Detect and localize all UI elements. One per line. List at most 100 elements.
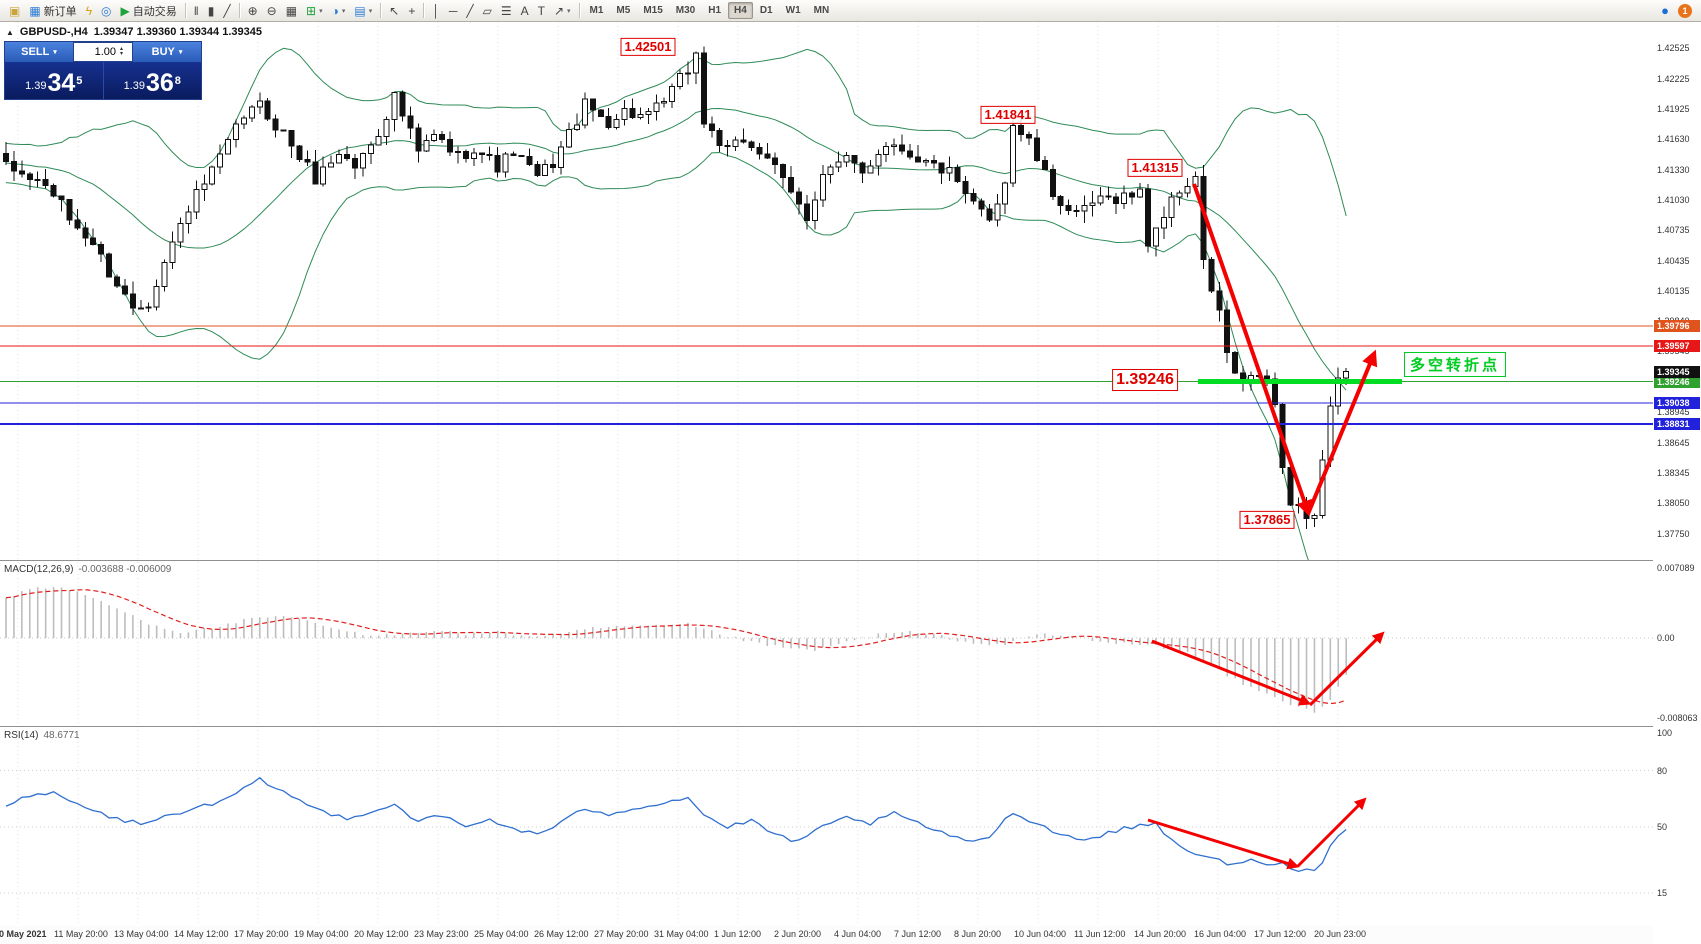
trend-arrows [1147, 183, 1385, 870]
metaeditor-icon[interactable]: ϟ [82, 2, 96, 20]
community-status-icon[interactable]: ● [1657, 2, 1673, 20]
periods-icon[interactable]: ◑ ▾ [328, 2, 350, 20]
time-axis-label: 10 Jun 04:00 [1014, 929, 1067, 939]
notification-badge[interactable]: 1 [1678, 3, 1692, 18]
timeframe-h4[interactable]: H4 [728, 2, 753, 19]
new-order-button: ▦ [29, 3, 41, 18]
templates-icon[interactable]: ▤ ▾ [350, 2, 376, 20]
volume-input[interactable] [74, 46, 118, 58]
chevron-down-icon: ▾ [178, 49, 183, 56]
tile-windows-icon: ▦ [285, 3, 298, 18]
ohlc-bars-icon[interactable]: ‖ [190, 2, 203, 20]
zoom-in-icon: ⊕ [247, 3, 258, 18]
rsi-axis-label: 15 [1657, 887, 1668, 898]
equidistant-channel-icon[interactable]: ▱ [479, 2, 496, 20]
sell-price[interactable]: 1.39 34 5 [5, 62, 103, 99]
timeframe-d1[interactable]: D1 [759, 5, 773, 16]
buy-button[interactable]: BUY ▾ [133, 42, 201, 62]
horizontal-line-icon[interactable]: ─ [445, 2, 462, 20]
volume-stepper[interactable]: ▴ ▾ [120, 46, 124, 57]
toolbar: ▣ ▦ 新订单 ϟ ◎ ▶ 自动交易 ‖ ▮ ╱ ⊕ ⊖ ▦ ⊞ ▾ ◑ ▾ ▤ ▾ ↖ + │ ─ ╱ ▱ ☰ A T ↗ ▾ M1 M5 M… [0, 0, 1701, 22]
timeframe-mn[interactable]: MN [813, 5, 830, 16]
timeframe-m30[interactable]: M30 [675, 5, 696, 16]
text-icon: A [520, 3, 529, 18]
macd-indicator-label: MACD(12,26,9) -0.003688 -0.006009 [4, 564, 171, 575]
chevron-down-icon: ▾ [341, 7, 346, 15]
zoom-in-icon[interactable]: ⊕ [244, 2, 262, 20]
zoom-out-icon[interactable]: ⊖ [263, 2, 281, 20]
price-panel [3, 46, 1350, 560]
price-line-axis-badge: 1.39796 [1654, 319, 1700, 332]
trendline-icon[interactable]: ╱ [462, 2, 477, 20]
price-label-annotation[interactable]: 1.37865 [1239, 510, 1295, 530]
pivot-point-note[interactable]: 多空转折点 [1404, 352, 1507, 377]
price-tick-label: 1.42525 [1657, 43, 1690, 53]
market-watch-icon[interactable]: ◎ [97, 2, 115, 20]
fibonacci-icon[interactable]: ☰ [497, 2, 516, 20]
price-label-annotation[interactable]: 1.41841 [980, 105, 1036, 125]
terminal-icon[interactable]: ▣ [5, 2, 24, 20]
new-order-button-label: 新订单 [43, 5, 77, 18]
timeframe-m1[interactable]: M1 [589, 5, 604, 16]
time-axis-label: 1 Jun 12:00 [714, 929, 762, 939]
toolbar-separator [238, 3, 240, 18]
chart-title: ▲ GBPUSD-,H4 1.39347 1.39360 1.39344 1.3… [6, 26, 262, 38]
time-axis-label: 20 Jun 23:00 [1314, 929, 1367, 939]
candlestick-chart-icon: ▮ [207, 3, 215, 18]
time-axis-label: 8 Jun 20:00 [954, 929, 1002, 939]
rsi-axis-label: 50 [1657, 822, 1668, 832]
price-label-annotation[interactable]: 1.39246 [1112, 369, 1178, 391]
time-axis-label: 2 Jun 20:00 [774, 929, 822, 939]
cursor-icon[interactable]: ↖ [385, 2, 403, 20]
trendline-icon: ╱ [466, 3, 474, 18]
terminal-icon: ▣ [9, 3, 21, 18]
timeframe-w1[interactable]: W1 [785, 5, 801, 16]
time-axis-label: 4 Jun 04:00 [834, 929, 882, 939]
timeframe-m5[interactable]: M5 [616, 5, 631, 16]
price-label-annotation[interactable]: 1.42501 [620, 37, 676, 57]
price-tick-label: 1.41630 [1657, 134, 1690, 145]
line-chart-icon[interactable]: ╱ [219, 2, 234, 20]
arrows-tool-icon[interactable]: ↗ ▾ [550, 2, 575, 20]
status-dot-icon: ● [1661, 3, 1669, 18]
timeframe-m15[interactable]: M15 [643, 5, 663, 16]
candles-layer [3, 46, 1350, 529]
indicators-add-icon[interactable]: ⊞ ▾ [302, 2, 327, 20]
symbol-label: GBPUSD-,H4 [19, 26, 88, 38]
buy-price[interactable]: 1.39 36 8 [102, 62, 201, 99]
ohlc-bars-icon: ‖ [193, 3, 199, 18]
rsi-indicator-label: RSI(14) 48.6771 [4, 730, 80, 741]
auto-trading-button[interactable]: ▶ 自动交易 [117, 2, 181, 20]
templates-icon: ▤ [354, 3, 366, 18]
crosshair-icon[interactable]: + [404, 2, 419, 20]
time-axis-label: 20 May 12:00 [354, 929, 409, 939]
text-icon[interactable]: A [517, 2, 533, 20]
tile-windows-icon[interactable]: ▦ [282, 2, 301, 20]
price-tick-label: 1.40435 [1657, 255, 1690, 266]
candlestick-chart-icon[interactable]: ▮ [204, 2, 219, 20]
time-axis-label: 13 May 04:00 [114, 929, 169, 939]
sell-price-sup: 5 [76, 75, 83, 87]
trade-panel-toggle-icon[interactable]: ▲ [6, 27, 14, 37]
timeframe-h1[interactable]: H1 [708, 5, 722, 16]
sell-price-prefix: 1.39 [25, 80, 47, 92]
text-label-icon[interactable]: T [534, 2, 549, 20]
price-label-annotation[interactable]: 1.41315 [1127, 158, 1183, 178]
sell-label: SELL [21, 46, 50, 58]
time-axis-label: 7 Jun 12:00 [894, 929, 942, 939]
vertical-line-icon[interactable]: │ [428, 2, 444, 20]
sell-button[interactable]: SELL ▾ [5, 42, 73, 62]
crosshair-icon: + [408, 3, 416, 18]
price-axis[interactable] [1653, 22, 1701, 944]
new-order-button[interactable]: ▦ 新订单 [25, 2, 80, 20]
indicators-add-icon: ⊞ [306, 3, 317, 18]
periods-icon: ◑ [331, 3, 339, 18]
ohlc-values: 1.39347 1.39360 1.39344 1.39345 [93, 26, 262, 38]
chevron-down-icon: ▾ [319, 7, 323, 15]
macd-axis-label: 0.007089 [1657, 563, 1695, 573]
time-axis[interactable] [0, 926, 1653, 944]
rsi-name: RSI(14) [4, 730, 39, 741]
price-tick-label: 1.40135 [1657, 286, 1690, 297]
